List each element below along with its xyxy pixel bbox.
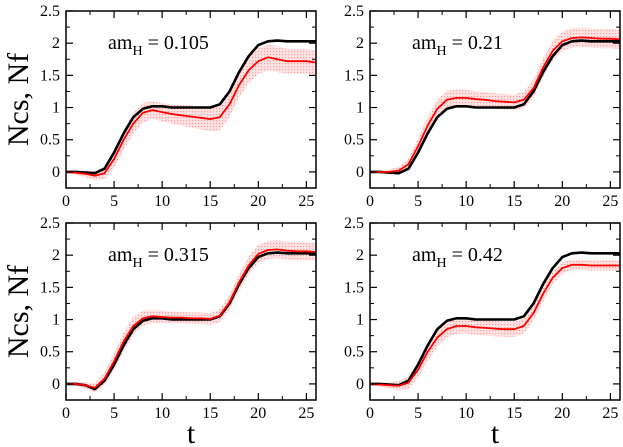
x-tick-label: 20	[250, 405, 266, 422]
x-tick-label: 25	[298, 405, 314, 422]
x-tick-label: 5	[414, 405, 422, 422]
parameter-annotation: amH = 0.105	[108, 32, 209, 59]
y-tick-label: 0	[52, 376, 60, 393]
panel-2: 0 5 10 15 20 25 0 0.5 1 1.5 2 2.5 amH = 0.21	[344, 3, 621, 210]
panel-3: 0 5 10 15 20 25 0 0.5 1 1.5 2 2.5 amH = 0.315 Ncs, Nf…	[2, 215, 317, 447]
x-tick-label: 20	[250, 193, 266, 210]
x-axis-label: t	[187, 417, 196, 447]
parameter-annotation: amH = 0.42	[412, 244, 503, 271]
nf-line	[370, 36, 621, 173]
ncs-line	[66, 251, 316, 391]
x-tick-label: 15	[506, 193, 522, 210]
y-tick-label: 0.5	[40, 344, 60, 361]
y-tick-label: 1	[52, 312, 60, 329]
annotation-subscript: H	[132, 44, 142, 59]
x-tick-label: 5	[414, 193, 422, 210]
annotation-value: = 0.105	[143, 32, 209, 54]
y-tick-label: 0	[52, 164, 60, 181]
nf-line	[65, 56, 317, 177]
annotation-value: = 0.42	[447, 244, 503, 266]
x-tick-label: 10	[458, 405, 474, 422]
annotation-subscript: H	[436, 256, 446, 271]
y-tick-label: 2.5	[344, 215, 364, 232]
y-tick-label: 2.5	[344, 3, 364, 20]
y-tick-label: 1.5	[344, 279, 364, 296]
y-tick-label: 0	[356, 376, 364, 393]
panel-4: 0 5 10 15 20 25 0 0.5 1 1.5 2 2.5 amH = 0.42 t	[344, 215, 621, 447]
y-tick-label: 1.5	[40, 279, 60, 296]
x-tick-label: 20	[554, 193, 570, 210]
ncs-line	[370, 251, 620, 387]
y-tick-label: 2.5	[40, 3, 60, 20]
x-tick-label: 25	[298, 193, 314, 210]
annotation-value: = 0.21	[447, 32, 503, 54]
nf-line	[66, 248, 317, 389]
y-tick-label: 1	[52, 100, 60, 117]
x-tick-label: 5	[110, 405, 118, 422]
y-tick-label: 2	[52, 35, 60, 52]
plot-frame	[65, 10, 317, 189]
nf-error-band	[370, 259, 620, 391]
annotation-main: am	[412, 244, 437, 266]
nf-error-band	[66, 240, 316, 393]
x-tick-label: 0	[366, 193, 374, 210]
parameter-annotation: amH = 0.21	[412, 32, 503, 59]
x-tick-label: 25	[602, 405, 618, 422]
y-tick-label: 2	[356, 35, 364, 52]
x-tick-label: 25	[602, 193, 618, 210]
y-tick-label: 1.5	[40, 67, 60, 84]
annotation-subscript: H	[132, 256, 142, 271]
y-tick-label: 2	[356, 247, 364, 264]
annotation-main: am	[108, 32, 133, 54]
y-tick-label: 1.5	[344, 67, 364, 84]
plot-frame	[369, 10, 621, 189]
x-tick-label: 0	[62, 405, 70, 422]
x-tick-label: 10	[154, 193, 170, 210]
x-tick-label: 15	[202, 405, 218, 422]
y-tick-label: 1	[356, 312, 364, 329]
y-tick-label: 2	[52, 247, 60, 264]
x-tick-label: 0	[62, 193, 70, 210]
x-tick-label: 5	[110, 193, 118, 210]
y-tick-label: 1	[356, 100, 364, 117]
nf-error-band	[66, 44, 316, 181]
panel-1: 0 5 10 15 20 25 0 0.5 1 1.5 2 2.5 amH = 0.105 Ncs, Nf	[2, 3, 317, 210]
x-tick-label: 15	[506, 405, 522, 422]
x-tick-label: 0	[366, 405, 374, 422]
annotation-value: = 0.315	[143, 244, 209, 266]
y-axis-label: Ncs, Nf	[2, 265, 35, 358]
parameter-annotation: amH = 0.315	[108, 244, 209, 271]
y-tick-label: 0.5	[344, 344, 364, 361]
y-tick-label: 0	[356, 164, 364, 181]
x-axis-label: t	[491, 417, 500, 447]
annotation-main: am	[108, 244, 133, 266]
x-tick-label: 15	[202, 193, 218, 210]
y-tick-label: 2.5	[40, 215, 60, 232]
plot-frame	[369, 222, 621, 401]
y-tick-label: 0.5	[40, 132, 60, 149]
nf-line	[369, 263, 620, 387]
x-tick-label: 10	[458, 193, 474, 210]
annotation-main: am	[412, 32, 437, 54]
x-tick-label: 10	[154, 405, 170, 422]
ncs-line	[66, 39, 316, 175]
y-axis-label: Ncs, Nf	[2, 53, 35, 146]
y-tick-label: 0.5	[344, 132, 364, 149]
annotation-subscript: H	[436, 44, 446, 59]
x-tick-label: 20	[554, 405, 570, 422]
plot-frame	[65, 222, 317, 401]
ncs-line	[370, 39, 620, 175]
